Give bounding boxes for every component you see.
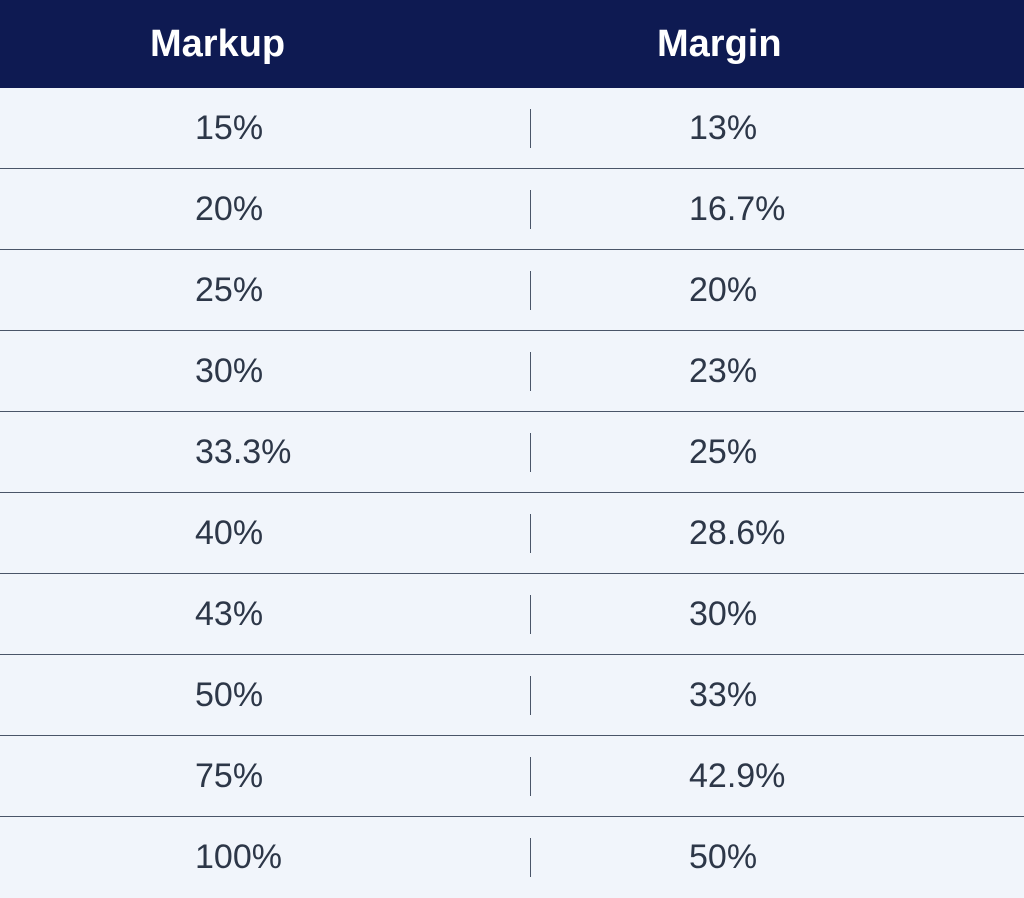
cell-markup: 20%: [0, 190, 531, 229]
header-margin: Margin: [517, 23, 1024, 66]
cell-markup: 30%: [0, 352, 531, 391]
table-row: 40% 28.6%: [0, 493, 1024, 574]
cell-markup: 25%: [0, 271, 531, 310]
cell-markup: 15%: [0, 109, 531, 148]
cell-margin: 20%: [531, 271, 1024, 310]
cell-margin: 25%: [531, 433, 1024, 472]
cell-margin: 30%: [531, 595, 1024, 634]
cell-markup: 33.3%: [0, 433, 531, 472]
cell-margin: 42.9%: [531, 757, 1024, 796]
cell-markup: 100%: [0, 838, 531, 877]
table-row: 30% 23%: [0, 331, 1024, 412]
cell-markup: 43%: [0, 595, 531, 634]
header-markup: Markup: [0, 23, 517, 66]
table-row: 50% 33%: [0, 655, 1024, 736]
table-row: 25% 20%: [0, 250, 1024, 331]
table-row: 43% 30%: [0, 574, 1024, 655]
table-row: 20% 16.7%: [0, 169, 1024, 250]
cell-margin: 23%: [531, 352, 1024, 391]
table-row: 75% 42.9%: [0, 736, 1024, 817]
cell-margin: 28.6%: [531, 514, 1024, 553]
cell-markup: 40%: [0, 514, 531, 553]
table-header-row: Markup Margin: [0, 0, 1024, 88]
cell-markup: 75%: [0, 757, 531, 796]
table-row: 100% 50%: [0, 817, 1024, 898]
cell-markup: 50%: [0, 676, 531, 715]
markup-margin-table: Markup Margin 15% 13% 20% 16.7% 25% 20% …: [0, 0, 1024, 898]
cell-margin: 16.7%: [531, 190, 1024, 229]
table-row: 33.3% 25%: [0, 412, 1024, 493]
cell-margin: 50%: [531, 838, 1024, 877]
cell-margin: 13%: [531, 109, 1024, 148]
table-row: 15% 13%: [0, 88, 1024, 169]
cell-margin: 33%: [531, 676, 1024, 715]
